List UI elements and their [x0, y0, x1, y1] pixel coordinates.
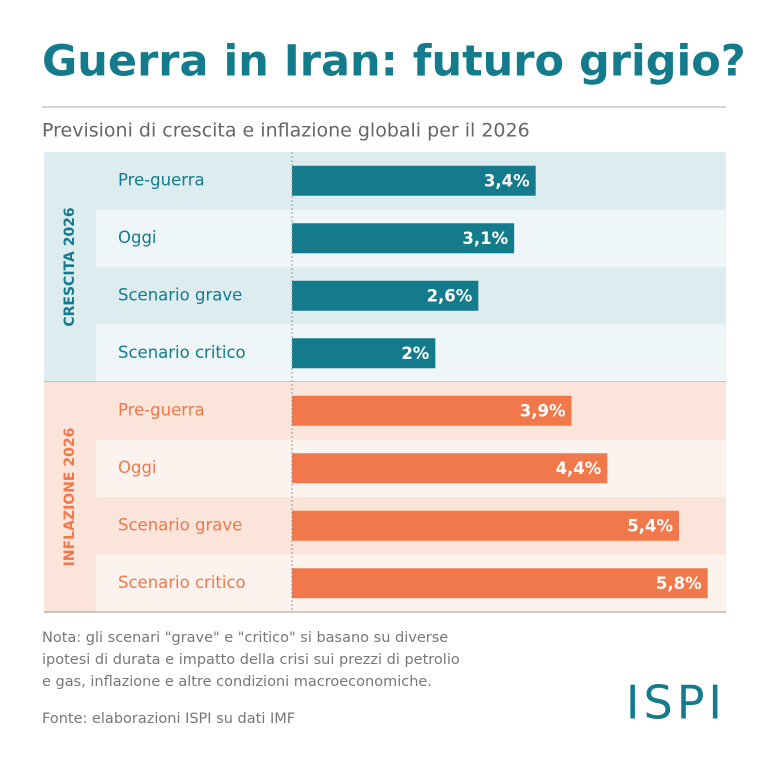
value-label: 3,1%	[462, 229, 508, 248]
bar	[292, 165, 536, 196]
group-label: INFLAZIONE 2026	[62, 428, 78, 567]
title: Guerra in Iran: futuro grigio?	[42, 37, 746, 87]
category-label: Scenario critico	[118, 343, 246, 362]
group-strip	[44, 382, 96, 612]
value-label: 3,9%	[520, 401, 566, 420]
category-label: Pre-guerra	[118, 400, 205, 419]
bar	[292, 395, 572, 426]
value-label: 3,4%	[484, 171, 530, 190]
category-label: Oggi	[118, 458, 157, 477]
chart-area: Pre-guerra Oggi Scenario grave Scenario cri…	[44, 152, 726, 613]
bar	[292, 453, 608, 484]
subtitle: Previsioni di crescita e inflazione glob…	[42, 120, 530, 142]
bar	[292, 568, 708, 599]
bar	[292, 338, 436, 369]
note-line: Nota: gli scenari "grave" e "critico" si…	[42, 630, 448, 646]
note-line: e gas, inflazione e altre condizioni mac…	[42, 674, 432, 690]
note-line: ipotesi di durata e impatto della crisi …	[42, 652, 460, 668]
category-label: Scenario grave	[118, 515, 242, 534]
bar	[292, 510, 679, 541]
logo: ISPI	[626, 676, 726, 730]
value-label: 2,6%	[427, 286, 473, 305]
group-strip	[44, 152, 96, 382]
value-label: 2%	[401, 344, 429, 363]
category-label: Scenario critico	[118, 573, 246, 592]
category-label: Oggi	[118, 228, 157, 247]
bar	[292, 223, 515, 254]
value-label: 4,4%	[556, 459, 602, 478]
value-label: 5,8%	[656, 574, 702, 593]
value-label: 5,4%	[627, 516, 673, 535]
group-label: CRESCITA 2026	[62, 207, 78, 326]
category-label: Scenario grave	[118, 285, 242, 304]
bar	[292, 280, 479, 311]
category-label: Pre-guerra	[118, 170, 205, 189]
source: Fonte: elaborazioni ISPI su dati IMF	[42, 711, 295, 727]
